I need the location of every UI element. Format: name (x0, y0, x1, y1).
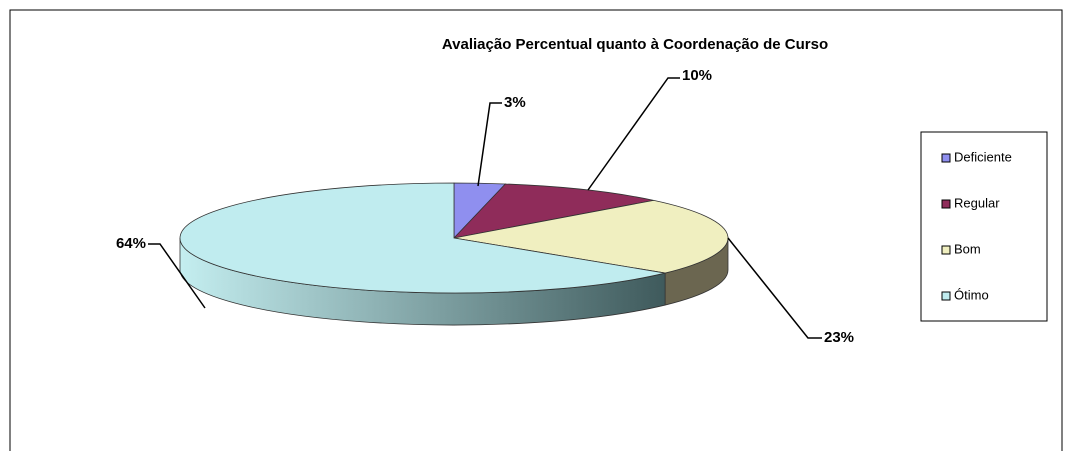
leader-line (727, 237, 822, 339)
legend-label: Regular (954, 195, 1000, 210)
legend-label: Ótimo (954, 287, 989, 302)
legend-swatch (941, 245, 951, 255)
data-label: 64% (116, 235, 146, 252)
legend-swatch (941, 199, 951, 209)
chart-title: Avaliação Percentual quanto à Coordenaçã… (442, 36, 828, 53)
slice (452, 183, 654, 239)
leader-line (148, 243, 206, 309)
pie (179, 182, 729, 326)
leader-line (587, 77, 680, 191)
legend-box (920, 131, 1048, 322)
data-label: 23% (824, 329, 854, 346)
legend: Deficiente Regular Bom Ótimo (941, 149, 1012, 302)
legend-swatch (941, 153, 951, 163)
legend-label: Bom (954, 241, 981, 256)
leader-lines (148, 77, 822, 339)
legend-swatch (941, 291, 951, 301)
slice (179, 182, 666, 294)
data-label: 10% (682, 67, 712, 84)
legend-label: Deficiente (954, 149, 1012, 164)
leader-line (477, 102, 502, 187)
slice (453, 199, 729, 274)
data-label: 3% (504, 94, 526, 111)
